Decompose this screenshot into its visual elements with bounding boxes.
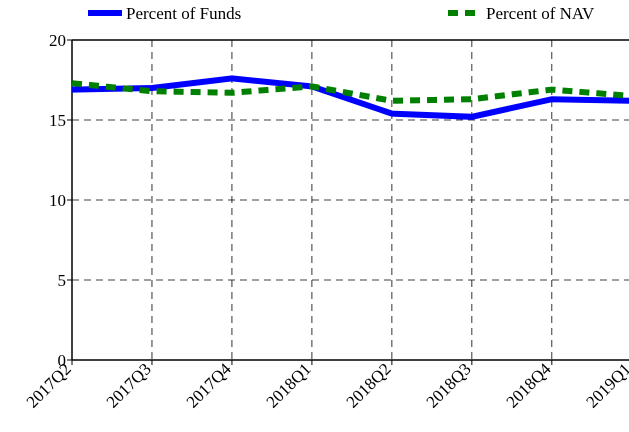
x-tick-label: 2018Q3 bbox=[423, 359, 475, 411]
x-tick-label: 2018Q1 bbox=[263, 359, 315, 411]
y-tick-label: 15 bbox=[49, 111, 66, 130]
legend-label: Percent of NAV bbox=[486, 4, 595, 23]
legend-label: Percent of Funds bbox=[126, 4, 241, 23]
x-tick-label: 2017Q4 bbox=[183, 359, 236, 412]
series-line bbox=[71, 75, 629, 120]
y-tick-label: 0 bbox=[58, 351, 67, 370]
x-tick-label: 2017Q3 bbox=[103, 359, 155, 411]
x-tick-label: 2018Q4 bbox=[502, 359, 555, 412]
x-tick-label: 2019Q1 bbox=[582, 359, 629, 411]
y-tick-label: 10 bbox=[49, 191, 66, 210]
y-tick-label: 20 bbox=[49, 31, 66, 50]
y-tick-label: 5 bbox=[58, 271, 67, 290]
series-line bbox=[71, 80, 629, 104]
x-tick-label: 2018Q2 bbox=[343, 359, 395, 411]
x-tick-label: 2017Q2 bbox=[23, 359, 75, 411]
